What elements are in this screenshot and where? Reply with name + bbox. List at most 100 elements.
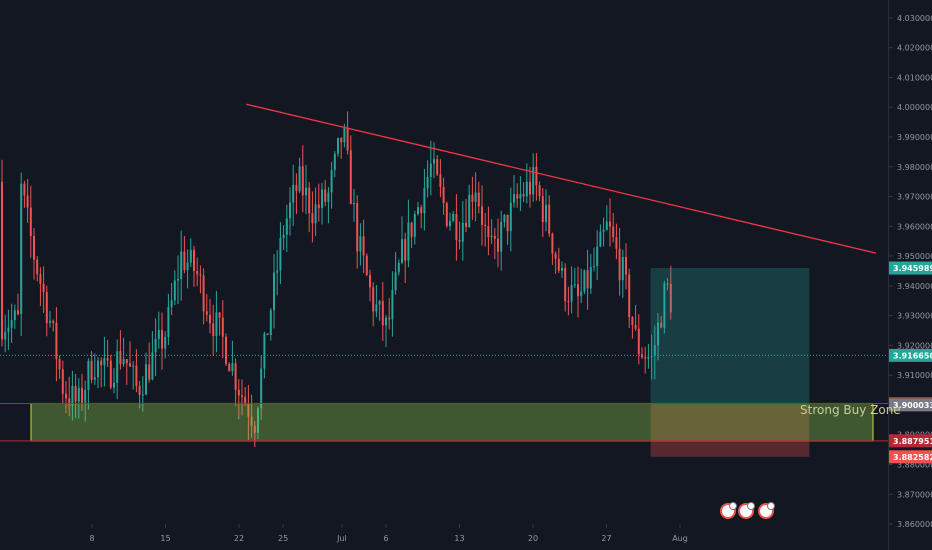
candle-body [164, 336, 167, 349]
candle-body [10, 320, 13, 328]
candle-body [103, 358, 106, 366]
candle-body [353, 203, 355, 205]
candle-body [61, 369, 64, 394]
y-tick-label: 3.950000 [897, 252, 932, 261]
candle-body [17, 310, 19, 315]
candle-body [263, 333, 266, 369]
price-label-text: 3.945989 [893, 264, 932, 273]
candle-body [148, 364, 151, 380]
candle-body [317, 204, 320, 209]
candle-body [215, 312, 218, 337]
candle-body [228, 364, 231, 372]
y-tick-label: 4.010000 [897, 73, 932, 82]
candle-body [365, 255, 368, 275]
candle-body [660, 322, 663, 328]
candle-body [250, 416, 253, 426]
candle-body [567, 301, 570, 303]
candle-body [458, 239, 461, 242]
y-tick-label: 3.920000 [897, 341, 932, 350]
candle-body [257, 408, 259, 433]
price-label-badge [889, 398, 932, 412]
price-label-badge [889, 450, 932, 464]
x-tick-label: 27 [601, 534, 611, 543]
candle-body [42, 283, 45, 293]
candle-body [109, 360, 112, 388]
candle-body [493, 235, 496, 239]
candle-body [199, 274, 202, 276]
candle-body [401, 239, 403, 263]
candle-body [634, 325, 637, 329]
candle-body [449, 220, 451, 226]
y-tick-label: 3.860000 [897, 520, 932, 529]
candle-body [417, 207, 419, 215]
candlestick-series [1, 111, 672, 447]
candle-body [189, 249, 192, 263]
candle-body [615, 237, 618, 249]
candle-body [557, 258, 560, 271]
price-axis[interactable]: 4.030000 4.020000 4.010000 4.000000 3.990000… [888, 0, 932, 550]
candle-body [87, 360, 90, 391]
event-count-icon [747, 502, 755, 510]
candle-body [260, 368, 263, 409]
candle-body [429, 163, 432, 178]
candle-body [474, 192, 477, 202]
x-tick-label: Aug [672, 534, 688, 543]
candle-body [183, 251, 186, 271]
candle-body [292, 184, 295, 203]
candle-body [285, 218, 288, 235]
candle-body [221, 317, 224, 337]
candle-body [497, 238, 499, 252]
candle-body [145, 364, 147, 395]
candle-body [29, 207, 32, 237]
candle-body [20, 183, 23, 315]
candle-body [465, 222, 467, 228]
candle-body [154, 338, 157, 353]
candle-body [605, 221, 608, 230]
event-count-icon [767, 502, 775, 510]
candle-body [647, 356, 650, 359]
candle-body [90, 360, 93, 380]
price-label-badge [889, 434, 932, 448]
x-tick-label: 13 [454, 534, 464, 543]
candle-body [97, 360, 99, 378]
candle-body [452, 213, 455, 221]
candle-body [580, 291, 583, 297]
candle-body [209, 314, 211, 324]
candle-body [23, 183, 26, 196]
candle-body [132, 365, 135, 367]
candle-body [202, 275, 205, 312]
y-tick-label: 3.940000 [897, 282, 932, 291]
event-icons[interactable] [720, 502, 775, 519]
candle-body [487, 225, 490, 238]
candle-body [276, 270, 279, 273]
buy-zone-label: Strong Buy Zone [800, 403, 901, 417]
candle-body [442, 186, 445, 204]
candle-body [404, 239, 407, 261]
candle-body [535, 166, 538, 186]
y-tick-label: 3.990000 [897, 133, 932, 142]
candle-body [212, 323, 215, 337]
candle-body [564, 268, 567, 302]
candle-body [337, 137, 339, 154]
candle-body [503, 214, 506, 222]
candle-body [330, 169, 333, 193]
candle-body [205, 311, 208, 315]
candle-body [74, 386, 77, 402]
candle-body [522, 194, 525, 197]
candle-body [151, 352, 154, 380]
candle-body [116, 351, 119, 383]
candle-body [177, 279, 179, 281]
candle-body [135, 365, 138, 386]
resistance-trendline [246, 103, 877, 254]
candle-body [106, 358, 109, 361]
x-tick-label: 22 [234, 534, 244, 543]
x-tick-label: 20 [528, 534, 538, 543]
time-axis[interactable]: 8 15 22 25 Jul 6 13 20 27 Aug [89, 524, 688, 543]
candle-body [231, 363, 234, 372]
candle-body [138, 385, 141, 395]
candle-body [173, 280, 176, 301]
candle-body [49, 320, 51, 323]
candle-body [625, 256, 627, 275]
candle-body [461, 222, 464, 242]
